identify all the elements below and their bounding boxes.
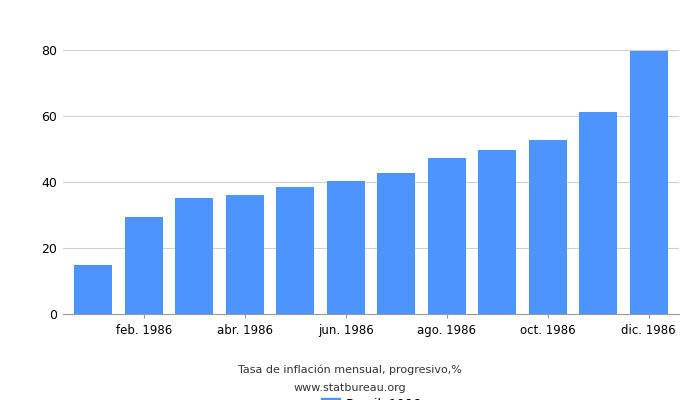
Bar [276, 187, 314, 314]
Bar [630, 51, 668, 314]
Bar [74, 265, 112, 314]
Text: www.statbureau.org: www.statbureau.org [294, 383, 406, 393]
Bar [125, 217, 162, 314]
Bar [175, 198, 214, 314]
Bar [528, 140, 567, 314]
Legend: Brasil, 1986: Brasil, 1986 [317, 394, 425, 400]
Bar [478, 150, 516, 314]
Bar [327, 181, 365, 314]
Bar [428, 158, 466, 314]
Bar [580, 112, 617, 314]
Bar [377, 173, 415, 314]
Bar [226, 194, 264, 314]
Text: Tasa de inflación mensual, progresivo,%: Tasa de inflación mensual, progresivo,% [238, 365, 462, 375]
